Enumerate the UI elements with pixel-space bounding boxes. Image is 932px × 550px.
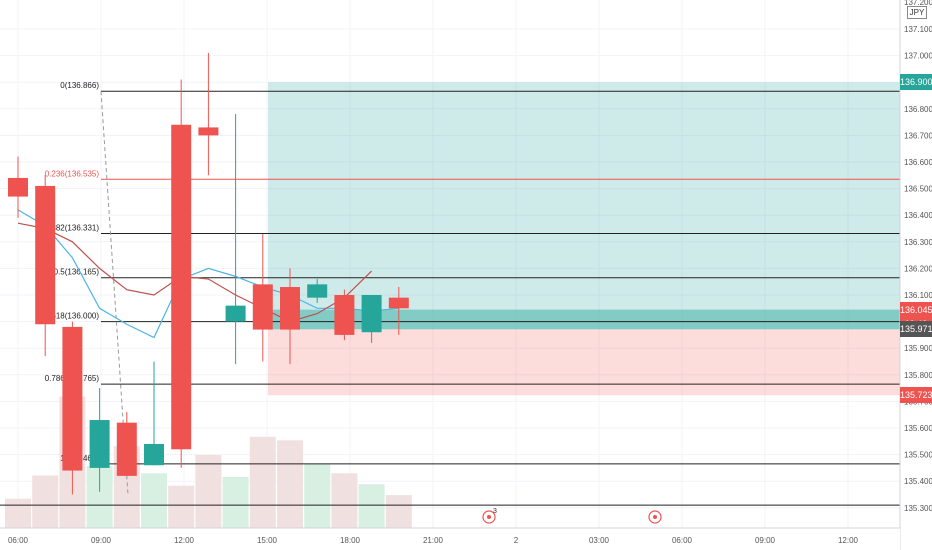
volume-bar [5, 498, 31, 528]
ma-slow-line [17, 222, 373, 323]
time-tick-label: 12:00 [838, 536, 859, 545]
time-tick-label: 21:00 [423, 536, 444, 545]
fib-level-label: 0.618(136.000) [45, 312, 100, 321]
time-tick-label: 03:00 [589, 536, 610, 545]
price-tick-label: 136.500 [904, 185, 932, 194]
volume-bar [249, 436, 276, 528]
candle-body[interactable] [171, 124, 192, 450]
fib-level-label: 0.5(136.165) [54, 268, 100, 277]
price-tick-label: 136.100 [904, 291, 932, 300]
price-tick-label: 135.500 [904, 451, 932, 460]
fib-level-label: 0.236(136.535) [45, 169, 100, 178]
price-tick-label: 137.100 [904, 25, 932, 34]
time-tick-label: 09:00 [755, 536, 776, 545]
price-tick-label: 136.300 [904, 238, 932, 247]
price-tick-label: 136.600 [904, 158, 932, 167]
long-position-tool[interactable] [268, 82, 900, 396]
price-tick-label: 137.000 [904, 52, 932, 61]
candle-body[interactable] [62, 326, 83, 471]
price-tick-label: 135.300 [904, 504, 932, 513]
candlestick-series[interactable] [8, 52, 409, 495]
price-axis-bg [900, 0, 932, 550]
candle-body[interactable] [198, 127, 219, 136]
candle-body[interactable] [252, 284, 273, 330]
open-pnl-band [268, 309, 900, 330]
price-tick-label: 136.400 [904, 211, 932, 220]
candle-body[interactable] [35, 185, 56, 325]
time-tick-label: 12:00 [174, 536, 195, 545]
price-tick-label: 135.400 [904, 477, 932, 486]
event-markers[interactable]: 3 [482, 508, 662, 524]
time-tick-label: 06:00 [672, 536, 693, 545]
volume-bar [222, 476, 249, 528]
fib-level-label: 0.382(136.331) [45, 224, 100, 233]
volume-bar [331, 473, 358, 528]
candle-body[interactable] [116, 422, 137, 476]
time-tick-label: 18:00 [340, 536, 361, 545]
candle-body[interactable] [225, 305, 246, 322]
event-marker-dot [653, 515, 657, 519]
price-tick-label: 135.600 [904, 424, 932, 433]
target-price-badge: 136.900 [900, 74, 932, 91]
time-axis[interactable]: 06:00 09:00 12:00 15:00 18:00 21:00 2 03:00 06:0… [0, 527, 900, 550]
candle-body[interactable] [388, 297, 409, 309]
price-tick-label: 136.800 [904, 105, 932, 114]
entry-price-badge: 135.971 [900, 321, 932, 338]
price-tick-label: 137.200 [904, 0, 932, 7]
volume-bar [304, 463, 331, 528]
time-axis-bg [0, 528, 900, 550]
volume-bar [385, 495, 412, 528]
volume-bar [168, 485, 195, 528]
price-tick-label: 135.900 [904, 344, 932, 353]
profit-zone[interactable] [268, 82, 900, 330]
time-tick-label: 06:00 [8, 536, 29, 545]
volume-bar [277, 440, 303, 528]
event-marker-dot [487, 515, 491, 519]
candle-body[interactable] [8, 177, 28, 197]
loss-zone[interactable] [268, 329, 900, 396]
candle-body[interactable] [144, 443, 164, 466]
time-tick-label: 09:00 [91, 536, 112, 545]
fib-retracement[interactable]: 0(136.866) 0.236(136.535) 0.382(136.331) 0.… [0, 81, 900, 506]
currency-label: JPY [907, 6, 927, 19]
time-tick-label: 15:00 [257, 536, 278, 545]
volume-bar [32, 475, 59, 528]
volume-bar [141, 473, 167, 528]
stop-price-badge: 135.723 [900, 387, 932, 404]
volume-bar [358, 484, 385, 528]
time-tick-label: 2 [514, 536, 519, 545]
candle-body[interactable] [361, 295, 382, 333]
price-tick-label: 135.800 [904, 371, 932, 380]
event-marker-count: 3 [493, 508, 497, 515]
candle-body[interactable] [307, 284, 328, 298]
volume-bars [5, 396, 412, 528]
fib-level-label: 0(136.866) [60, 81, 99, 90]
volume-bar [195, 455, 222, 528]
candle-body[interactable] [89, 420, 110, 468]
candle-body[interactable] [334, 295, 355, 335]
price-tick-label: 136.700 [904, 131, 932, 140]
current-price-badge: 136.045 [900, 301, 932, 318]
candle-body[interactable] [280, 287, 300, 330]
price-tick-label: 136.200 [904, 264, 932, 273]
